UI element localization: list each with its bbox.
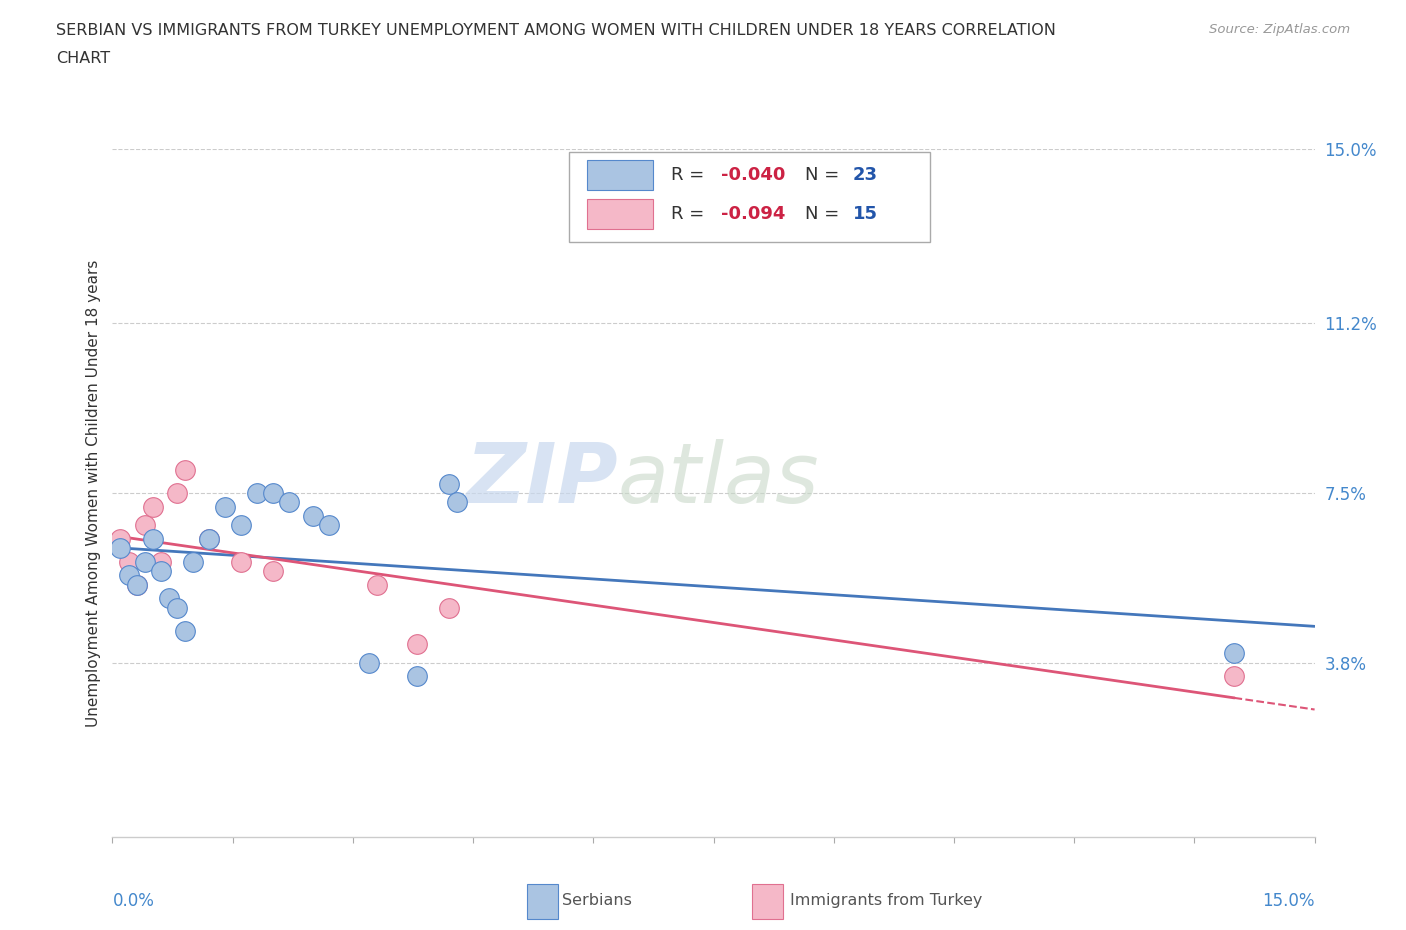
Point xyxy=(110,531,132,546)
Point xyxy=(181,554,204,569)
Text: ZIP: ZIP xyxy=(465,439,617,520)
Text: -0.040: -0.040 xyxy=(721,166,785,184)
Point xyxy=(117,568,139,583)
Point xyxy=(302,509,325,524)
FancyBboxPatch shape xyxy=(569,153,929,242)
Point xyxy=(437,476,460,491)
Point xyxy=(134,554,156,569)
Point xyxy=(166,485,188,500)
Point xyxy=(446,495,468,510)
Text: 23: 23 xyxy=(853,166,877,184)
Text: Immigrants from Turkey: Immigrants from Turkey xyxy=(790,893,983,908)
Text: 15.0%: 15.0% xyxy=(1263,892,1315,910)
Point xyxy=(246,485,269,500)
Point xyxy=(366,578,388,592)
Point xyxy=(141,499,163,514)
Point xyxy=(166,600,188,615)
Text: N =: N = xyxy=(804,206,845,223)
Text: R =: R = xyxy=(672,166,710,184)
Point xyxy=(117,554,139,569)
Point xyxy=(318,518,340,533)
Point xyxy=(125,578,148,592)
Point xyxy=(173,462,195,477)
Point xyxy=(125,578,148,592)
Bar xyxy=(588,160,654,190)
Point xyxy=(262,485,284,500)
Text: R =: R = xyxy=(672,206,710,223)
Text: Serbians: Serbians xyxy=(562,893,633,908)
Point xyxy=(262,564,284,578)
Point xyxy=(357,656,380,671)
Point xyxy=(149,554,172,569)
Point xyxy=(141,531,163,546)
Point xyxy=(197,531,219,546)
Text: N =: N = xyxy=(804,166,845,184)
Point xyxy=(437,600,460,615)
Point xyxy=(214,499,236,514)
Text: SERBIAN VS IMMIGRANTS FROM TURKEY UNEMPLOYMENT AMONG WOMEN WITH CHILDREN UNDER 1: SERBIAN VS IMMIGRANTS FROM TURKEY UNEMPL… xyxy=(56,23,1056,38)
Point xyxy=(406,669,429,684)
Point xyxy=(110,540,132,555)
Text: Source: ZipAtlas.com: Source: ZipAtlas.com xyxy=(1209,23,1350,36)
Point xyxy=(134,518,156,533)
Text: CHART: CHART xyxy=(56,51,110,66)
Bar xyxy=(588,199,654,230)
Point xyxy=(1223,669,1246,684)
Point xyxy=(229,518,252,533)
Text: -0.094: -0.094 xyxy=(721,206,785,223)
Point xyxy=(406,637,429,652)
Y-axis label: Unemployment Among Women with Children Under 18 years: Unemployment Among Women with Children U… xyxy=(86,259,101,726)
Point xyxy=(157,591,180,605)
Point xyxy=(173,623,195,638)
Point xyxy=(1223,646,1246,661)
Point xyxy=(197,531,219,546)
Point xyxy=(229,554,252,569)
Point xyxy=(277,495,299,510)
Text: 15: 15 xyxy=(853,206,877,223)
Text: atlas: atlas xyxy=(617,439,820,520)
Text: 0.0%: 0.0% xyxy=(112,892,155,910)
Point xyxy=(149,564,172,578)
